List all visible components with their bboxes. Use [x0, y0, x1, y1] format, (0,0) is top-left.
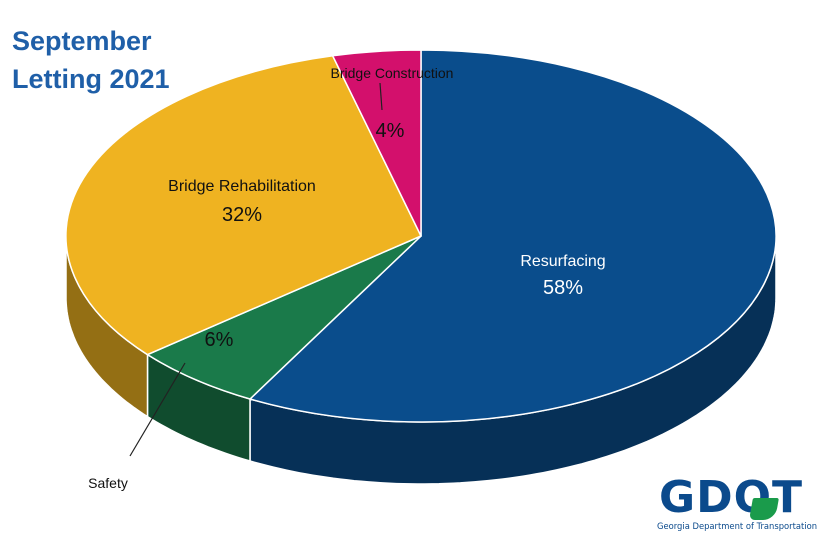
pie-slice-resurfacing	[248, 49, 777, 423]
label-bridge-construction-value: 4%	[376, 120, 405, 142]
leader-line-safety	[129, 362, 186, 457]
gdot-logo: GDOT Georgia Department of Transportatio…	[655, 472, 818, 542]
chart-title-line-2: Letting 2021	[12, 64, 170, 94]
label-bridge-construction-name: Bridge Construction	[331, 65, 454, 81]
label-safety-value: 6%	[205, 329, 234, 351]
chart-title-line-1: September	[12, 26, 152, 56]
pie-slice-bridge-construction	[331, 49, 422, 237]
label-bridge-rehabilitation-value: 32%	[222, 204, 262, 226]
logo-subtitle: Georgia Department of Transportation	[657, 521, 818, 531]
leader-line-bridge-construction	[379, 82, 383, 111]
chart-title: September Letting 2021	[12, 22, 170, 98]
pie-slice-safety	[145, 235, 422, 400]
pie-slice-bridge-rehabilitation	[65, 54, 423, 356]
logo-wordmark: GDOT	[659, 472, 804, 523]
label-bridge-rehabilitation-name: Bridge Rehabilitation	[168, 178, 316, 195]
label-resurfacing-name: Resurfacing	[520, 253, 605, 270]
label-safety-name: Safety	[88, 475, 128, 491]
label-resurfacing-value: 58%	[543, 277, 583, 299]
